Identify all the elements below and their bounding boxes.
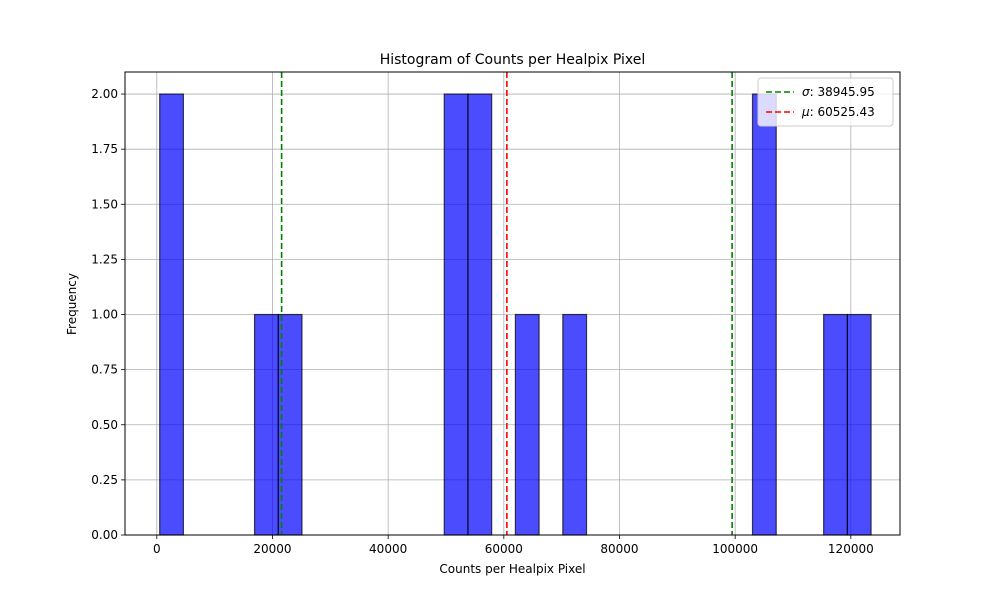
- chart-title: Histogram of Counts per Healpix Pixel: [380, 52, 646, 68]
- y-tick-label: 1.75: [91, 142, 118, 156]
- y-tick-label: 2.00: [91, 87, 118, 101]
- histogram-bar: [443, 93, 469, 536]
- x-tick-label: 20000: [253, 542, 291, 556]
- y-axis-ticks: 0.00 0.25 0.50 0.75 1.00 1.25 1.50 1.75 2.00: [91, 87, 125, 542]
- y-tick-label: 0.75: [91, 363, 118, 377]
- histogram-bar: [751, 93, 777, 536]
- histogram-bar: [846, 313, 872, 536]
- histogram-bar: [823, 313, 848, 536]
- histogram-bar: [514, 313, 540, 536]
- y-tick-label: 0.25: [91, 473, 118, 487]
- histogram-bar: [253, 313, 279, 536]
- histogram-bar: [467, 93, 493, 536]
- x-tick-label: 80000: [600, 542, 638, 556]
- y-tick-label: 1.25: [91, 252, 118, 266]
- y-tick-label: 0.50: [91, 418, 118, 432]
- axes-frame: [124, 71, 901, 536]
- histogram-bar: [159, 93, 185, 536]
- legend-label: σ: 38945.95: [802, 85, 875, 99]
- x-axis-label: Counts per Healpix Pixel: [439, 562, 585, 576]
- x-tick-label: 0: [153, 542, 161, 556]
- x-tick-label: 120000: [828, 542, 874, 556]
- x-axis-ticks: 0 20000 40000 60000 80000 100000 120000: [153, 535, 874, 556]
- bars: [159, 93, 872, 536]
- x-tick-label: 60000: [485, 542, 523, 556]
- reference-lines: [280, 72, 733, 535]
- legend: σ: 38945.95 μ: 60525.43: [757, 77, 894, 127]
- y-tick-label: 1.50: [91, 197, 118, 211]
- grid: [125, 72, 900, 536]
- legend-box: [757, 77, 894, 127]
- histogram-bar: [562, 313, 588, 536]
- y-tick-label: 1.00: [91, 308, 118, 322]
- legend-label: μ: 60525.43: [801, 105, 875, 119]
- y-axis-label: Frequency: [65, 273, 79, 335]
- x-tick-label: 100000: [712, 542, 758, 556]
- y-tick-label: 0.00: [91, 528, 118, 542]
- x-tick-label: 40000: [369, 542, 407, 556]
